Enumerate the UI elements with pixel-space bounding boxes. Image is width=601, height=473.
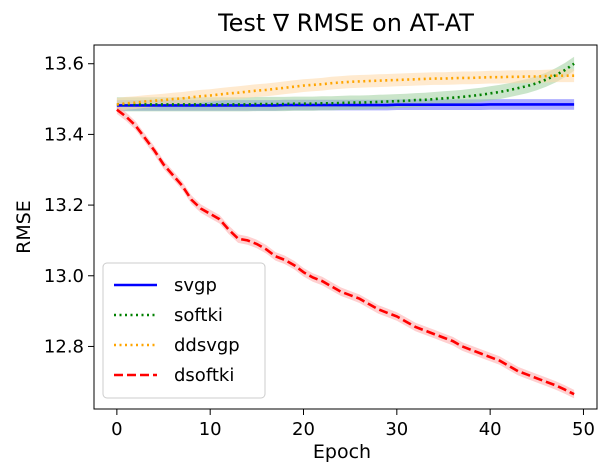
y-tick-label: 13.6 bbox=[44, 54, 84, 75]
legend: svgp softki ddsvgp dsoftki bbox=[102, 262, 266, 399]
x-tick-label: 30 bbox=[385, 419, 408, 440]
legend-label-ddsvgp: ddsvgp bbox=[174, 335, 240, 356]
x-tick-label: 10 bbox=[199, 419, 222, 440]
series-line-svgp bbox=[116, 103, 575, 107]
y-tick-label: 12.8 bbox=[44, 336, 84, 357]
chart-title: Test ∇ RMSE on AT-AT bbox=[217, 9, 474, 37]
x-tick-label: 50 bbox=[572, 419, 595, 440]
legend-box bbox=[102, 262, 266, 399]
x-axis-ticks: 0 10 20 30 40 50 bbox=[111, 409, 595, 440]
y-tick-label: 13.2 bbox=[44, 195, 84, 216]
y-axis-label: RMSE bbox=[13, 200, 35, 254]
legend-label-dsoftki: dsoftki bbox=[174, 365, 234, 386]
x-axis-label: Epoch bbox=[313, 441, 371, 463]
legend-label-softki: softki bbox=[174, 305, 223, 326]
x-tick-label: 0 bbox=[111, 419, 122, 440]
x-tick-label: 20 bbox=[292, 419, 315, 440]
series-line-dsoftki bbox=[116, 108, 575, 396]
y-axis-ticks: 12.8 13.0 13.2 13.4 13.6 bbox=[44, 54, 94, 357]
x-tick-label: 40 bbox=[479, 419, 502, 440]
series-lines bbox=[116, 62, 575, 396]
legend-label-svgp: svgp bbox=[174, 275, 217, 296]
y-tick-label: 13.4 bbox=[44, 124, 84, 145]
band-ddsvgp bbox=[116, 69, 575, 111]
plot-frame bbox=[93, 44, 598, 410]
y-tick-label: 13.0 bbox=[44, 266, 84, 287]
